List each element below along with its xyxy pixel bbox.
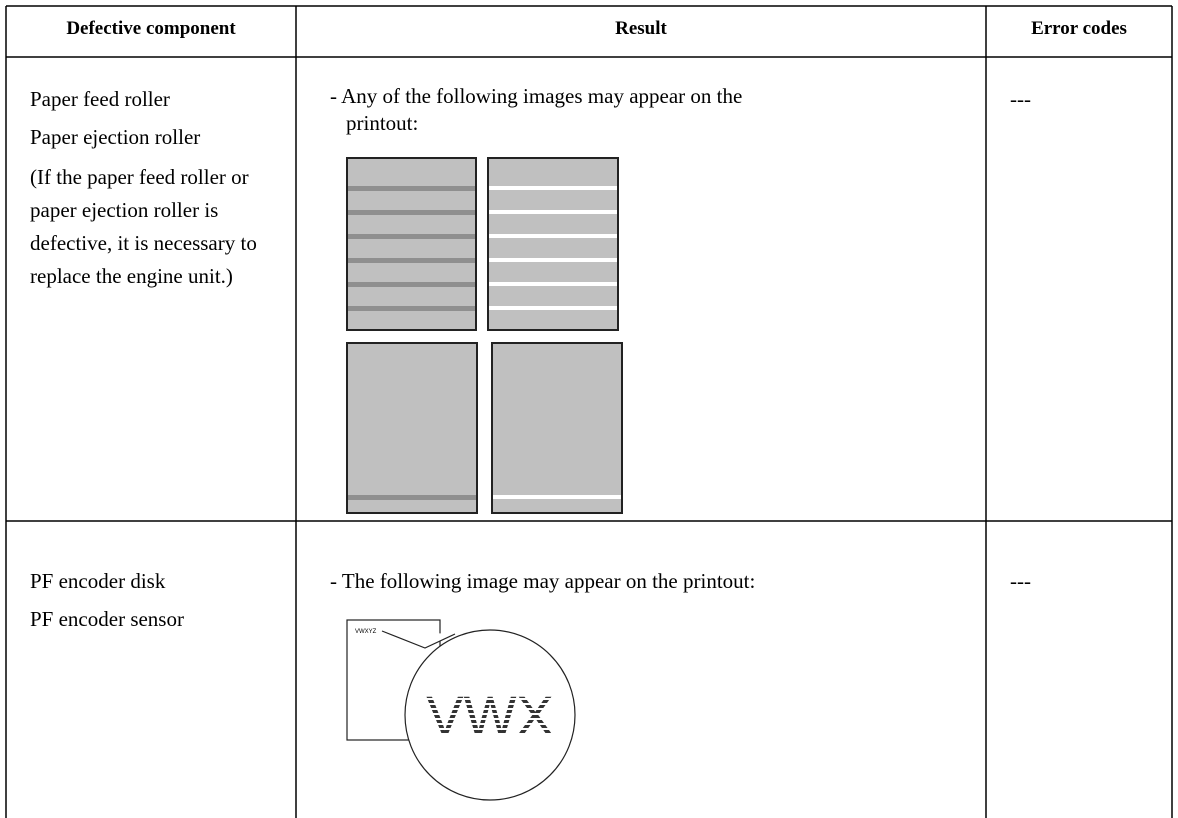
error-codes: --- (1010, 569, 1031, 593)
component: Paper ejection roller (30, 125, 201, 149)
table-borders (5, 5, 1173, 818)
small-text: VWXYZ (355, 629, 377, 635)
component: Paper feed roller (30, 87, 170, 111)
magnified-illustration: VWXYZ VWX (346, 619, 576, 801)
component: PF encoder disk (30, 569, 166, 593)
result: - Any of the following images may appear… (330, 84, 743, 135)
component: PF encoder sensor (30, 607, 184, 631)
header: Defective component (66, 18, 236, 39)
note: (If the paper feed roller or paper eject… (30, 165, 257, 288)
result: - The following image may appear on the … (330, 569, 756, 593)
printout-samples (346, 157, 623, 514)
error-codes: --- (1010, 87, 1031, 111)
header: Result (615, 18, 667, 39)
magnified-text: VWX (426, 684, 554, 747)
header: Error codes (1031, 18, 1127, 39)
